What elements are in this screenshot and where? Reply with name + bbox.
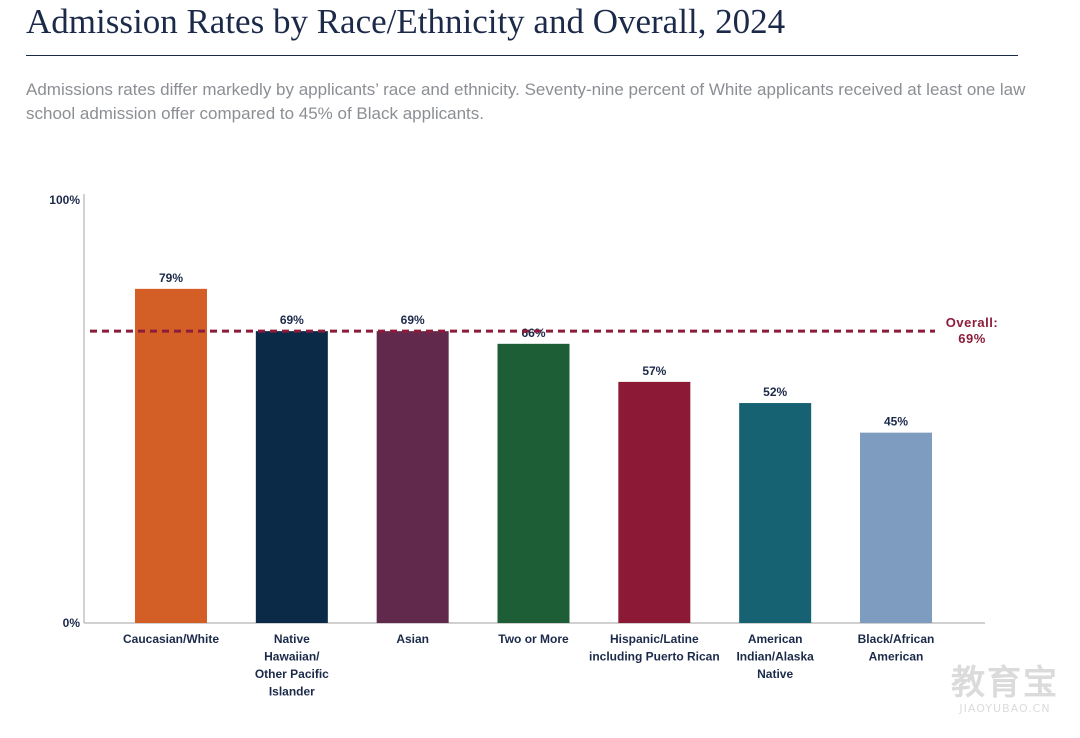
category-label-line: American [748, 632, 803, 646]
watermark-text: 教育宝 [951, 663, 1059, 703]
bar-value-label: 66% [521, 326, 545, 340]
category-label-line: Asian [396, 632, 429, 646]
title-divider [26, 55, 1018, 56]
bar [497, 343, 570, 623]
bar-value-label: 52% [763, 385, 787, 399]
category-label-line: Islander [269, 685, 315, 699]
y-tick-label: 0% [63, 616, 81, 630]
overall-label-line: 69% [958, 331, 986, 346]
category-label: Two or More [498, 632, 569, 646]
category-label-line: Hawaiian/ [264, 650, 320, 664]
watermark-domain: JIAOYUBAO.CN [959, 702, 1051, 715]
category-label: Hispanic/Latine including Puerto Rican [589, 632, 720, 664]
bar-value-label: 45% [884, 415, 908, 429]
category-label-line: Two or More [498, 632, 569, 646]
category-label-line: Black/African [858, 632, 935, 646]
category-label-line: Other Pacific [255, 667, 329, 681]
chart-title: Admission Rates by Race/Ethnicity and Ov… [26, 2, 786, 41]
bar [255, 331, 328, 623]
category-label: Caucasian/White [123, 632, 219, 646]
category-label-line: Native [757, 667, 793, 681]
y-tick-label: 100% [49, 193, 80, 207]
chart-subtitle: Admissions rates differ markedly by appl… [26, 80, 1026, 123]
bar [135, 288, 207, 623]
bar-value-label: 69% [401, 313, 425, 327]
category-label: Native Hawaiian/Other Pacific Islander [255, 632, 329, 699]
category-label: American Indian/Alaska Native [736, 632, 814, 681]
category-label: Black/African American [858, 632, 935, 664]
bar-value-label: 57% [642, 364, 666, 378]
bar-value-label: 79% [159, 271, 183, 285]
category-label-line: Hispanic/Latine [610, 632, 699, 646]
category-label-line: including Puerto Rican [589, 650, 720, 664]
category-label: Asian [396, 632, 429, 646]
bar-value-label: 69% [280, 313, 304, 327]
overall-label-line: Overall: [946, 315, 998, 330]
overall-label: Overall: 69% [946, 315, 998, 346]
bar [618, 381, 691, 623]
bar [739, 403, 812, 623]
bar [376, 331, 449, 623]
category-label-line: Indian/Alaska [736, 650, 814, 664]
category-label-line: Native [274, 632, 310, 646]
category-label-line: American [869, 650, 924, 664]
category-label-line: Caucasian/White [123, 632, 219, 646]
watermark-logo: 教育宝 JIAOYUBAO.CN [946, 664, 1064, 715]
bar [860, 432, 932, 623]
